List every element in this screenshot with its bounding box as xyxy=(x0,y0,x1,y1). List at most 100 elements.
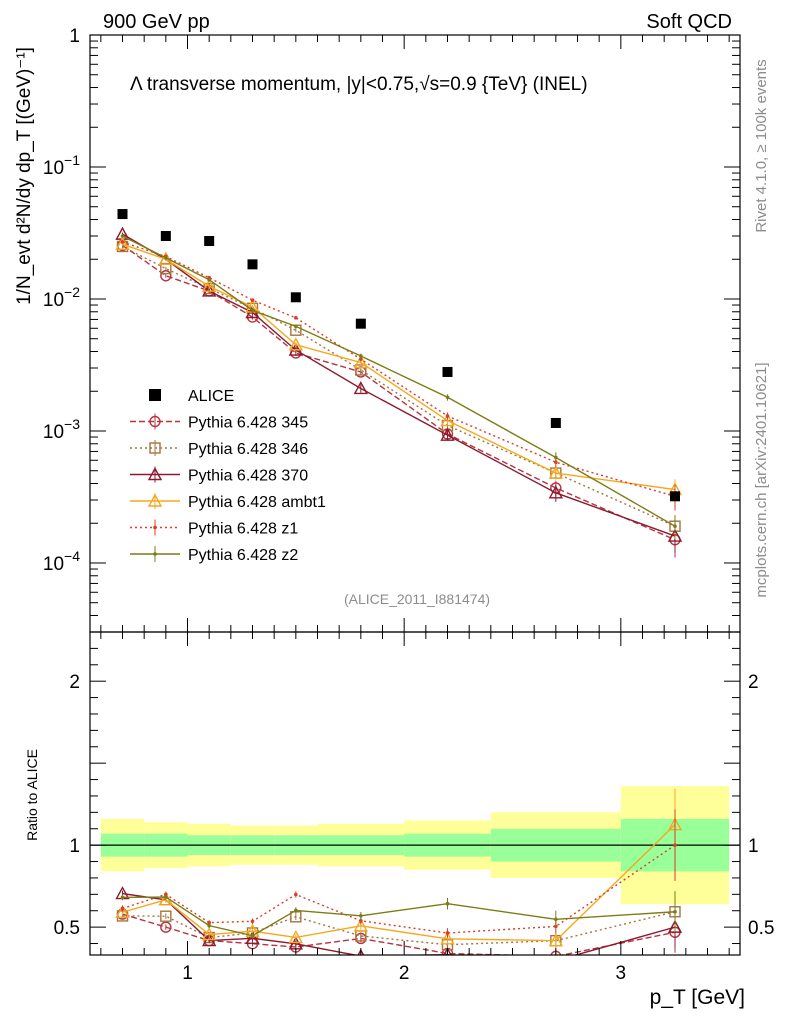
series-2-line xyxy=(122,233,676,537)
legend-label-data: ALICE xyxy=(188,388,234,405)
data-point xyxy=(290,292,301,303)
data-point xyxy=(355,318,366,329)
y-tick-label: 10−2 xyxy=(43,284,80,311)
series-2-ratio-point xyxy=(245,930,260,945)
legend-marker-3 xyxy=(147,493,163,507)
x-tick-label: 2 xyxy=(399,963,410,984)
series-5-point xyxy=(554,455,558,460)
ratio-y-tick-label-right: 0.5 xyxy=(748,918,774,939)
series-4-ratio-point xyxy=(250,919,255,924)
data-point xyxy=(204,236,215,247)
series-5-ratio-point xyxy=(250,933,255,938)
ratio-y-tick-label-right: 2 xyxy=(748,672,759,693)
data-point xyxy=(670,491,680,502)
series-3-ratio-point xyxy=(440,931,455,945)
series-5-point xyxy=(673,524,677,528)
header-left: 900 GeV pp xyxy=(103,11,210,33)
series-0-ratio-point xyxy=(160,921,172,933)
series-3-ratio-point xyxy=(353,918,369,932)
ratio-y-tick-label: 2 xyxy=(69,672,80,693)
series-3-ratio-point xyxy=(115,904,130,918)
legend: ALICE Pythia 6.428 345 Pythia 6.428 346 Pyt… xyxy=(130,388,326,564)
legend-label-4: Pythia 6.428 z1 xyxy=(188,521,298,538)
data-point xyxy=(160,231,171,242)
ratio-y-tick-label: 1 xyxy=(69,836,80,857)
series-5-ratio-point xyxy=(120,895,125,900)
series-5-point xyxy=(445,395,450,400)
y-tick-label: 1 xyxy=(69,26,80,47)
legend-marker-5 xyxy=(153,552,157,556)
series-5-point xyxy=(207,277,211,282)
series-4-ratio-point xyxy=(673,843,677,847)
legend-marker-4 xyxy=(153,525,157,530)
series-3-point xyxy=(353,355,369,369)
series-2-point xyxy=(353,380,369,395)
y-tick-label: 10−3 xyxy=(43,416,80,443)
series-5-ratio-point xyxy=(554,917,558,922)
x-axis-label: p_T [GeV] xyxy=(650,986,745,1009)
legend-label-1: Pythia 6.428 346 xyxy=(188,441,308,458)
series-5-ratio-point xyxy=(359,913,363,918)
series-5-point xyxy=(120,234,125,238)
series-4-ratio xyxy=(120,809,677,938)
series-3-main xyxy=(115,236,683,502)
series-4-ratio-point xyxy=(207,920,211,925)
series-2-point xyxy=(201,283,217,297)
series-5-main xyxy=(120,234,677,540)
series-0-point xyxy=(160,270,172,282)
ratio-y-tick-label: 0.5 xyxy=(54,918,80,939)
y-tick-label: 10−4 xyxy=(43,548,80,575)
series-4-ratio-point xyxy=(294,892,298,897)
legend-marker-data xyxy=(149,389,161,401)
series-5-point xyxy=(164,256,168,260)
side-mcplots: mcplots.cern.ch [arXiv:2401.10621] xyxy=(753,362,770,597)
series-1-line xyxy=(122,245,676,527)
series-4-line xyxy=(122,241,676,497)
analysis-tag: (ALICE_2011_I881474) xyxy=(344,591,490,607)
x-tick-label: 3 xyxy=(616,963,627,984)
series-4-ratio-point xyxy=(120,906,125,911)
series-2-ratio-point xyxy=(443,947,452,955)
main-frame xyxy=(89,34,741,633)
legend-label-3: Pythia 6.428 ambt1 xyxy=(188,494,326,511)
series-3-ratio-point xyxy=(288,930,304,944)
series-3-point xyxy=(548,465,564,479)
ratio-frame xyxy=(89,631,741,956)
series-3-point xyxy=(201,278,217,292)
data-point xyxy=(117,209,128,220)
series-3-point xyxy=(288,337,304,351)
series-5-ratio xyxy=(120,891,677,939)
legend-marker-2 xyxy=(147,467,163,481)
header-right: Soft QCD xyxy=(646,11,732,33)
series-4-point xyxy=(250,298,255,302)
series-5-point xyxy=(250,308,255,313)
series-3-ratio-point xyxy=(548,933,564,947)
series-4-point xyxy=(120,240,125,244)
series-2-ratio-line xyxy=(122,892,676,955)
series-3-ratio-point xyxy=(201,927,217,941)
series-5-ratio-point xyxy=(445,901,450,906)
legend-marker-1 xyxy=(149,442,161,454)
x-tick-label: 1 xyxy=(182,963,193,984)
series-5-ratio-point xyxy=(673,909,677,914)
legend-marker-0 xyxy=(149,415,161,428)
series-4-point xyxy=(445,414,450,418)
series-4-ratio-point xyxy=(359,919,363,923)
data-point xyxy=(550,417,561,428)
series-5-ratio-point xyxy=(164,895,168,899)
series-5-point xyxy=(359,354,363,358)
series-2-point xyxy=(667,528,683,542)
series-3-point xyxy=(440,413,455,427)
y-axis-label: 1/N_evt d²N/dy dp_T [(GeV)⁻¹] xyxy=(14,47,35,305)
series-2-ratio-point xyxy=(554,953,557,955)
series-5-ratio-point xyxy=(294,908,298,913)
chart-title: Λ transverse momentum, |y|<0.75,√s=0.9 {… xyxy=(130,74,588,95)
legend-label-2: Pythia 6.428 370 xyxy=(188,468,308,485)
data-point xyxy=(442,366,453,377)
series-0-line xyxy=(122,244,676,541)
series-2-point xyxy=(548,485,564,499)
legend-label-0: Pythia 6.428 345 xyxy=(188,415,308,432)
series-3-point xyxy=(115,236,130,250)
